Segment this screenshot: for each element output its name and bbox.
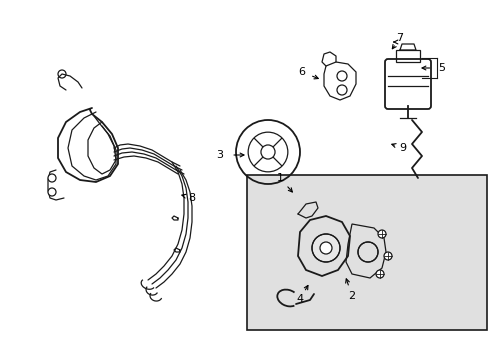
Circle shape <box>375 270 383 278</box>
Text: 8: 8 <box>188 193 195 203</box>
Circle shape <box>383 252 391 260</box>
Text: 3: 3 <box>216 150 223 160</box>
Text: 9: 9 <box>399 143 406 153</box>
Text: 6: 6 <box>298 67 305 77</box>
Text: 5: 5 <box>438 63 445 73</box>
Circle shape <box>336 71 346 81</box>
Circle shape <box>48 188 56 196</box>
Circle shape <box>319 242 331 254</box>
Circle shape <box>48 174 56 182</box>
Text: 2: 2 <box>348 291 355 301</box>
Text: 7: 7 <box>396 33 403 43</box>
Circle shape <box>377 230 385 238</box>
Text: 4: 4 <box>296 294 303 304</box>
Bar <box>395 50 419 62</box>
Text: 1: 1 <box>276 173 283 183</box>
Circle shape <box>311 234 339 262</box>
Circle shape <box>336 85 346 95</box>
Circle shape <box>357 242 377 262</box>
Circle shape <box>261 145 274 159</box>
Bar <box>246 175 486 330</box>
